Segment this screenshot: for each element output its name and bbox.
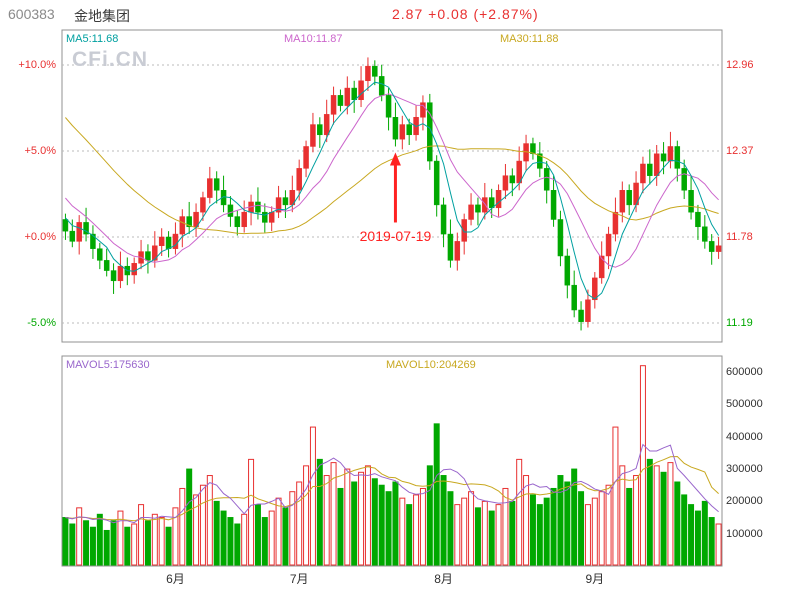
- month-axis-label: 9月: [585, 572, 605, 586]
- price-axis-label: 12.37: [726, 145, 754, 157]
- ma30-legend: MA30:11.88: [500, 33, 559, 45]
- volume-axis-label: 400000: [726, 430, 763, 443]
- annotation-date-label: 2019-07-19: [359, 228, 432, 245]
- percent-axis-label: +0.0%: [24, 231, 57, 243]
- percent-axis-label: +5.0%: [24, 145, 57, 157]
- month-axis-label: 8月: [434, 572, 453, 586]
- price-quote: 2.87 +0.08 (+2.87%): [392, 6, 539, 22]
- month-axis-label: 6月: [166, 572, 185, 586]
- percent-axis-label: +10.0%: [18, 59, 56, 71]
- volume-axis-label: 100000: [726, 527, 763, 540]
- price-axis-label: 12.96: [726, 59, 754, 71]
- volume-axis-label: 300000: [726, 463, 763, 476]
- mavol10-legend: MAVOL10:204269: [386, 359, 476, 371]
- price-axis-label: 11.78: [726, 231, 753, 243]
- ma5-legend: MA5:11.68: [66, 33, 119, 45]
- watermark-logo: CFi.CN: [72, 48, 148, 71]
- ma10-legend: MA10:11.87: [284, 33, 343, 45]
- month-axis-label: 7月: [289, 572, 309, 586]
- stock-code: 600383: [8, 6, 55, 22]
- price-axis-label: 11.19: [726, 317, 753, 329]
- percent-axis-label: -5.0%: [27, 317, 56, 329]
- stock-name: 金地集团: [74, 8, 130, 24]
- volume-axis-label: 200000: [726, 495, 763, 508]
- volume-axis-label: 500000: [726, 398, 763, 411]
- volume-axis-label: 600000: [726, 366, 763, 379]
- mavol5-legend: MAVOL5:175630: [66, 359, 150, 371]
